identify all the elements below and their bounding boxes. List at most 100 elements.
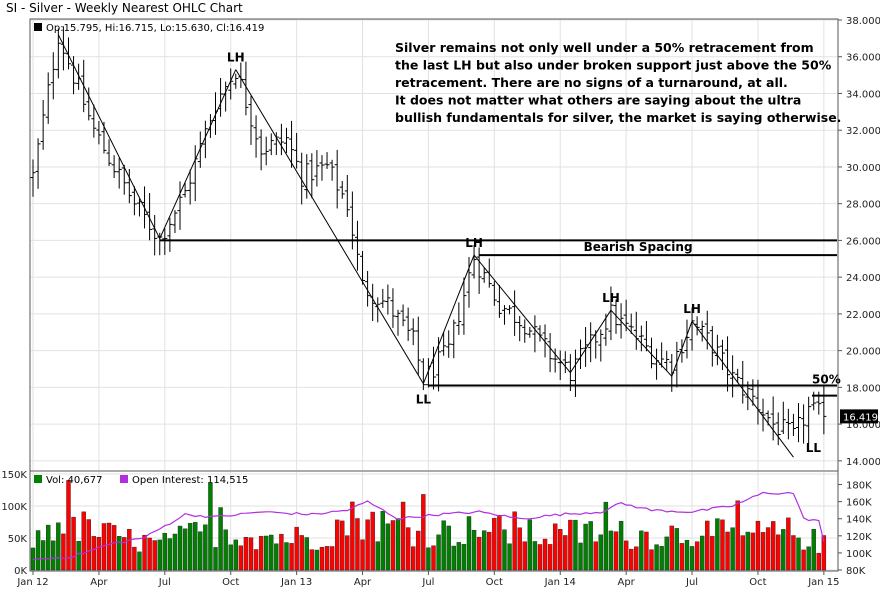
- x-tick-label: Oct: [486, 577, 503, 588]
- volume-bar: [345, 535, 350, 571]
- note-line: retracement. There are no signs of a tur…: [395, 75, 788, 90]
- ohlc-bar: [390, 288, 396, 328]
- volume-bar: [720, 519, 725, 571]
- price-tick-label: 14.000: [846, 457, 880, 468]
- volume-bar: [573, 519, 578, 571]
- volume-bar: [806, 546, 811, 571]
- volume-bar: [532, 541, 538, 571]
- volume-bar: [35, 530, 41, 571]
- volume-bar: [466, 516, 472, 571]
- trend-line: [569, 309, 612, 373]
- volume-bar: [487, 531, 492, 571]
- x-tick-label: Jul: [158, 577, 171, 588]
- volume-bar: [451, 545, 456, 571]
- price-tick-label: 22.000: [846, 310, 880, 321]
- ohlc-bar: [537, 325, 543, 342]
- volume-bar: [547, 544, 553, 571]
- annotations: Bearish Spacing 50% LH LH LH LH LL LL: [57, 34, 841, 458]
- ohlc-bar: [106, 139, 112, 167]
- volume-bar: [755, 520, 761, 571]
- ohlc-bar: [121, 164, 127, 195]
- ohlc-bar: [471, 244, 477, 279]
- ohlc-bar: [704, 310, 710, 350]
- volume-bar: [91, 536, 97, 571]
- ohlc-bar: [790, 413, 796, 437]
- volume-tick-label: 100K: [1, 502, 27, 513]
- ohlc-bar: [415, 316, 421, 375]
- volume-bar: [552, 523, 558, 571]
- volume-bar: [233, 539, 238, 571]
- volume-bar: [416, 530, 421, 571]
- volume-bar: [689, 546, 695, 571]
- price-y-axis: 38.000 36.000 34.000 32.000 30.000 28.000 26.0…: [838, 16, 880, 468]
- ohlc-bar: [268, 133, 274, 156]
- volume-bar: [187, 523, 193, 571]
- ohlc-bar: [735, 368, 741, 383]
- volume-bar: [629, 548, 634, 571]
- volume-bar: [644, 531, 649, 571]
- ohlc-bar: [55, 28, 61, 79]
- ohlc-bar: [319, 155, 325, 181]
- trend-line: [671, 321, 693, 377]
- ohlc-bar: [801, 404, 807, 444]
- oi-tick-label: 160K: [846, 498, 872, 509]
- ohlc-bar: [111, 155, 117, 179]
- ohlc-bar: [91, 104, 97, 138]
- note-line: the last LH but also under broken suppor…: [395, 58, 832, 73]
- ohlc-bar: [248, 95, 254, 145]
- volume-bar: [299, 535, 304, 571]
- volume-bar: [476, 536, 482, 571]
- volume-bar: [618, 520, 624, 571]
- x-tick-label: Apr: [354, 577, 372, 588]
- volume-bar: [253, 549, 259, 571]
- volume-bar: [106, 522, 112, 571]
- volume-bar: [350, 501, 355, 571]
- volume-bar: [745, 531, 751, 571]
- ohlc-bar: [608, 286, 614, 341]
- volume-bar: [385, 523, 391, 571]
- volume-bar: [411, 546, 416, 571]
- volume-bar: [563, 535, 568, 571]
- oi-legend-swatch: [120, 475, 128, 483]
- volume-bar: [431, 545, 436, 571]
- bearish-spacing-label: Bearish Spacing: [584, 240, 693, 254]
- ohlc-bar: [542, 324, 548, 358]
- ohlc-bar: [598, 329, 604, 362]
- volume-bar: [583, 523, 588, 571]
- volume-bar: [796, 537, 801, 571]
- volume-bar: [725, 531, 730, 571]
- ohlc-bar: [643, 320, 649, 352]
- volume-bar: [243, 537, 249, 571]
- ohlc-bar: [410, 318, 416, 346]
- note-line: bullish fundamentals for silver, the mar…: [395, 110, 841, 125]
- ohlc-bar: [547, 333, 553, 373]
- price-tick-label: 34.000: [846, 89, 880, 100]
- ohlc-bar: [507, 305, 513, 315]
- volume-bar: [86, 519, 91, 571]
- volume-bar: [46, 524, 51, 571]
- ohlc-bar: [354, 220, 360, 271]
- volume-bar: [801, 549, 806, 571]
- trend-line: [159, 69, 237, 239]
- volume-bar: [517, 527, 522, 571]
- price-tick-label: 28.000: [846, 200, 880, 211]
- ohlc-bar: [689, 307, 695, 351]
- price-tick-label: 24.000: [846, 273, 880, 284]
- volume-bar: [740, 535, 745, 571]
- volume-bar: [340, 520, 345, 571]
- volume-tick-label: 150K: [1, 470, 27, 481]
- volume-bar: [289, 543, 294, 571]
- x-tick-label: Jul: [685, 577, 698, 588]
- ohlc-bar: [385, 284, 391, 315]
- ohlc-bar: [532, 315, 538, 353]
- ohlc-bar: [45, 72, 51, 124]
- volume-bar: [568, 519, 573, 571]
- volume-bar: [613, 531, 619, 571]
- price-tick-label: 30.000: [846, 163, 880, 174]
- ohlc-bar: [796, 403, 802, 443]
- volume-bar: [471, 530, 477, 571]
- ohlc-bar: [400, 304, 406, 327]
- open-interest-line: [32, 491, 825, 561]
- volume-bar: [634, 546, 639, 571]
